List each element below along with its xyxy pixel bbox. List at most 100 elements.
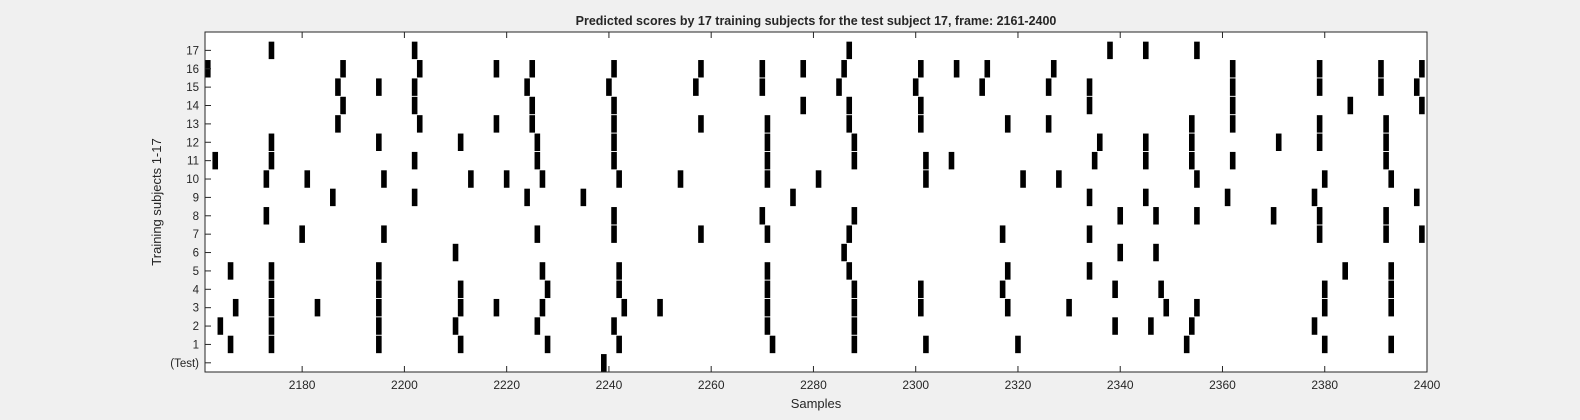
event-mark <box>539 262 546 280</box>
event-mark <box>539 298 546 317</box>
y-tick-label: 16 <box>186 64 199 76</box>
x-tick-label: 2320 <box>1005 378 1032 392</box>
event-mark <box>1112 280 1118 299</box>
event-mark <box>616 335 622 354</box>
event-mark <box>1189 317 1195 335</box>
y-tick-label: 9 <box>193 192 199 204</box>
event-mark <box>769 335 776 354</box>
event-mark <box>764 170 771 188</box>
event-mark <box>1383 225 1389 243</box>
event-mark <box>268 262 275 280</box>
event-mark <box>1388 262 1395 280</box>
event-mark <box>846 262 853 280</box>
event-mark <box>1378 60 1384 78</box>
y-tick-label: 14 <box>186 101 199 113</box>
event-mark <box>999 225 1006 243</box>
chart-title: Predicted scores by 17 training subjects… <box>576 14 1057 28</box>
event-mark <box>611 96 617 115</box>
y-tick-label: 1 <box>193 339 199 351</box>
event-mark <box>411 41 418 60</box>
event-mark <box>457 133 464 151</box>
x-tick-label: 2240 <box>596 378 623 392</box>
x-tick-label: 2260 <box>698 378 725 392</box>
event-mark <box>1194 41 1200 60</box>
y-tick-label: 5 <box>193 266 199 278</box>
event-mark <box>524 78 530 96</box>
y-tick-label: 17 <box>186 45 199 57</box>
event-mark <box>1163 298 1170 317</box>
event-mark <box>1419 96 1425 115</box>
event-mark <box>1015 335 1021 354</box>
event-mark <box>1311 188 1318 207</box>
x-tick-label: 2340 <box>1107 378 1134 392</box>
event-mark <box>1086 78 1093 96</box>
event-mark <box>1342 262 1348 280</box>
event-mark <box>1388 298 1395 317</box>
y-tick-label: 12 <box>186 137 199 149</box>
event-mark <box>1321 335 1328 354</box>
event-mark <box>457 280 464 299</box>
event-mark <box>1347 96 1354 115</box>
event-mark <box>503 170 510 188</box>
event-mark <box>1388 335 1395 354</box>
event-mark <box>268 280 275 299</box>
event-mark <box>1117 207 1124 225</box>
event-mark <box>1142 41 1149 60</box>
event-mark <box>1229 151 1236 170</box>
y-tick-label: 6 <box>193 248 199 260</box>
event-mark <box>1158 280 1164 299</box>
event-mark <box>698 225 704 243</box>
event-mark <box>1107 41 1113 60</box>
event-mark <box>1224 188 1231 207</box>
event-mark <box>1086 96 1093 115</box>
event-mark <box>539 170 546 188</box>
event-mark <box>268 298 275 317</box>
event-mark <box>851 151 858 170</box>
event-mark <box>616 170 622 188</box>
x-axis-label: Samples <box>791 396 842 411</box>
event-mark <box>790 188 796 207</box>
event-mark <box>953 60 960 78</box>
event-mark <box>1383 151 1389 170</box>
event-mark <box>948 151 955 170</box>
x-tick-label: 2300 <box>902 378 929 392</box>
event-mark <box>457 335 464 354</box>
event-mark <box>1142 188 1149 207</box>
event-mark <box>764 298 771 317</box>
event-mark <box>493 60 500 78</box>
event-mark <box>1183 335 1190 354</box>
event-mark <box>1117 243 1124 262</box>
event-mark <box>764 151 771 170</box>
event-mark <box>1142 133 1149 151</box>
event-mark <box>268 133 275 151</box>
event-mark <box>1066 298 1072 317</box>
x-tick-label: 2280 <box>800 378 827 392</box>
event-mark <box>764 262 771 280</box>
event-mark <box>764 115 771 133</box>
event-mark <box>1086 262 1093 280</box>
x-tick-label: 2180 <box>289 378 316 392</box>
event-mark <box>534 151 541 170</box>
event-mark <box>851 280 858 299</box>
event-mark <box>999 280 1006 299</box>
event-mark <box>452 243 459 262</box>
event-mark <box>227 262 234 280</box>
y-axis-label: Training subjects 1-17 <box>149 138 164 265</box>
event-mark <box>1378 78 1384 96</box>
event-mark <box>580 188 587 207</box>
event-mark <box>217 317 224 335</box>
event-mark <box>984 60 991 78</box>
event-mark <box>851 335 858 354</box>
event-mark <box>376 78 382 96</box>
event-mark <box>1316 60 1323 78</box>
event-mark <box>1229 60 1236 78</box>
event-mark <box>411 78 418 96</box>
event-mark <box>1004 115 1011 133</box>
event-mark <box>1050 60 1057 78</box>
event-mark <box>1086 188 1093 207</box>
event-mark <box>1194 170 1200 188</box>
event-mark <box>1229 115 1236 133</box>
event-mark <box>376 262 382 280</box>
